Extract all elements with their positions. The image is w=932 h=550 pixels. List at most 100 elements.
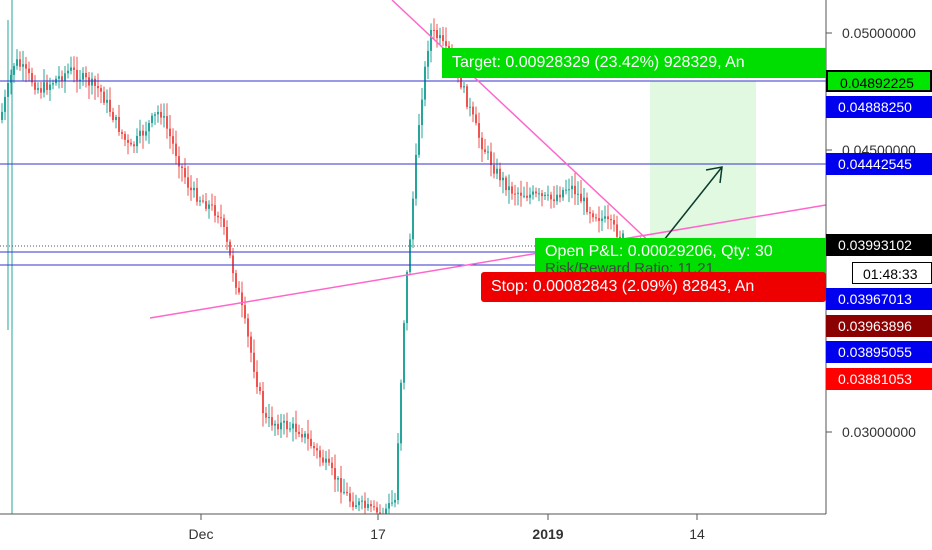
price-tag-level-upper: 0.04888250 bbox=[826, 96, 932, 118]
candle-body bbox=[598, 218, 600, 221]
candle-body bbox=[517, 192, 519, 194]
candle-body bbox=[247, 318, 249, 337]
candle-body bbox=[610, 219, 612, 221]
candle-body bbox=[232, 255, 234, 274]
candle-body bbox=[94, 78, 96, 86]
candle-body bbox=[394, 499, 396, 503]
candle-body bbox=[583, 197, 585, 202]
stop-banner[interactable]: Stop: 0.00082843 (2.09%) 82843, An bbox=[481, 272, 826, 302]
candle-body bbox=[25, 64, 27, 69]
candle-body bbox=[217, 215, 219, 218]
candle-body bbox=[505, 177, 507, 191]
candle-body bbox=[547, 194, 549, 196]
candle-body bbox=[223, 218, 225, 228]
candle-body bbox=[262, 391, 264, 414]
candle-body bbox=[379, 512, 381, 514]
candle-body bbox=[427, 50, 429, 67]
candle-body bbox=[463, 86, 465, 88]
candle-body bbox=[220, 217, 222, 219]
candle-body bbox=[85, 72, 87, 78]
candle-body bbox=[418, 125, 420, 155]
candle-body bbox=[490, 151, 492, 166]
candle-body bbox=[295, 423, 297, 432]
candle-body bbox=[340, 478, 342, 493]
candle-body bbox=[4, 96, 6, 112]
candle-body bbox=[19, 59, 21, 67]
candle-body bbox=[334, 468, 336, 480]
candle-body bbox=[211, 204, 213, 206]
candle-body bbox=[283, 420, 285, 423]
candle-body bbox=[229, 241, 231, 256]
candle-body bbox=[265, 413, 267, 418]
candle-body bbox=[445, 41, 447, 47]
candle-body bbox=[316, 448, 318, 451]
candle-body bbox=[1, 111, 3, 120]
candle-body bbox=[304, 433, 306, 438]
candle-body bbox=[319, 450, 321, 458]
candle-body bbox=[136, 135, 138, 147]
projection-arrow bbox=[659, 166, 723, 246]
candle-body bbox=[532, 191, 534, 195]
candle-body bbox=[613, 220, 615, 225]
candle-body bbox=[622, 233, 624, 239]
candle-body bbox=[268, 417, 270, 419]
candle-body bbox=[175, 143, 177, 157]
candle-body bbox=[487, 151, 489, 153]
candle-body bbox=[73, 67, 75, 70]
candle-body bbox=[589, 212, 591, 214]
candle-body bbox=[202, 200, 204, 202]
candle-body bbox=[472, 106, 474, 115]
candle-body bbox=[346, 491, 348, 494]
candle-body bbox=[301, 434, 303, 438]
candle-body bbox=[91, 78, 93, 86]
candle-body bbox=[109, 99, 111, 112]
candle-body bbox=[241, 292, 243, 306]
candle-body bbox=[568, 189, 570, 191]
candle-body bbox=[421, 99, 423, 126]
candle-body bbox=[37, 88, 39, 90]
candle-body bbox=[466, 86, 468, 107]
candle-body bbox=[238, 287, 240, 293]
candle-body bbox=[607, 216, 609, 220]
candle-body bbox=[286, 420, 288, 430]
x-tick-label: Dec bbox=[188, 526, 214, 542]
candle-body bbox=[178, 156, 180, 167]
candle-body bbox=[79, 79, 81, 81]
candle-body bbox=[604, 216, 606, 219]
y-tick-label: 0.05000000 bbox=[842, 25, 916, 41]
candle-body bbox=[601, 218, 603, 221]
candle-body bbox=[397, 443, 399, 500]
target-banner[interactable]: Target: 0.00928329 (23.42%) 928329, An bbox=[442, 48, 826, 78]
candle-body bbox=[499, 168, 501, 181]
candle-body bbox=[118, 116, 120, 132]
candle-body bbox=[148, 122, 150, 132]
candle-body bbox=[520, 192, 522, 196]
candle-body bbox=[274, 423, 276, 426]
candle-body bbox=[508, 186, 510, 191]
candle-body bbox=[190, 187, 192, 191]
candle-body bbox=[172, 136, 174, 144]
price-tag-last: 0.03993102 bbox=[826, 234, 932, 256]
candle-body bbox=[439, 35, 441, 39]
candle-body bbox=[127, 139, 129, 143]
target-zone bbox=[650, 81, 756, 245]
candle-body bbox=[586, 197, 588, 213]
candle-body bbox=[388, 503, 390, 509]
candle-body bbox=[511, 186, 513, 194]
projection-arrowhead bbox=[705, 166, 723, 184]
candle-body bbox=[574, 185, 576, 195]
candle-body bbox=[355, 505, 357, 507]
candle-body bbox=[187, 177, 189, 188]
candle-body bbox=[151, 115, 153, 123]
candle-body bbox=[349, 493, 351, 502]
candle-body bbox=[556, 194, 558, 202]
candle-body bbox=[100, 88, 102, 92]
candle-body bbox=[562, 190, 564, 198]
candle-body bbox=[337, 478, 339, 480]
candle-body bbox=[385, 508, 387, 514]
candle-body bbox=[208, 204, 210, 209]
candle-body bbox=[97, 85, 99, 89]
pnl-banner[interactable]: Open P&L: 0.00029206, Qty: 30 bbox=[535, 238, 826, 266]
